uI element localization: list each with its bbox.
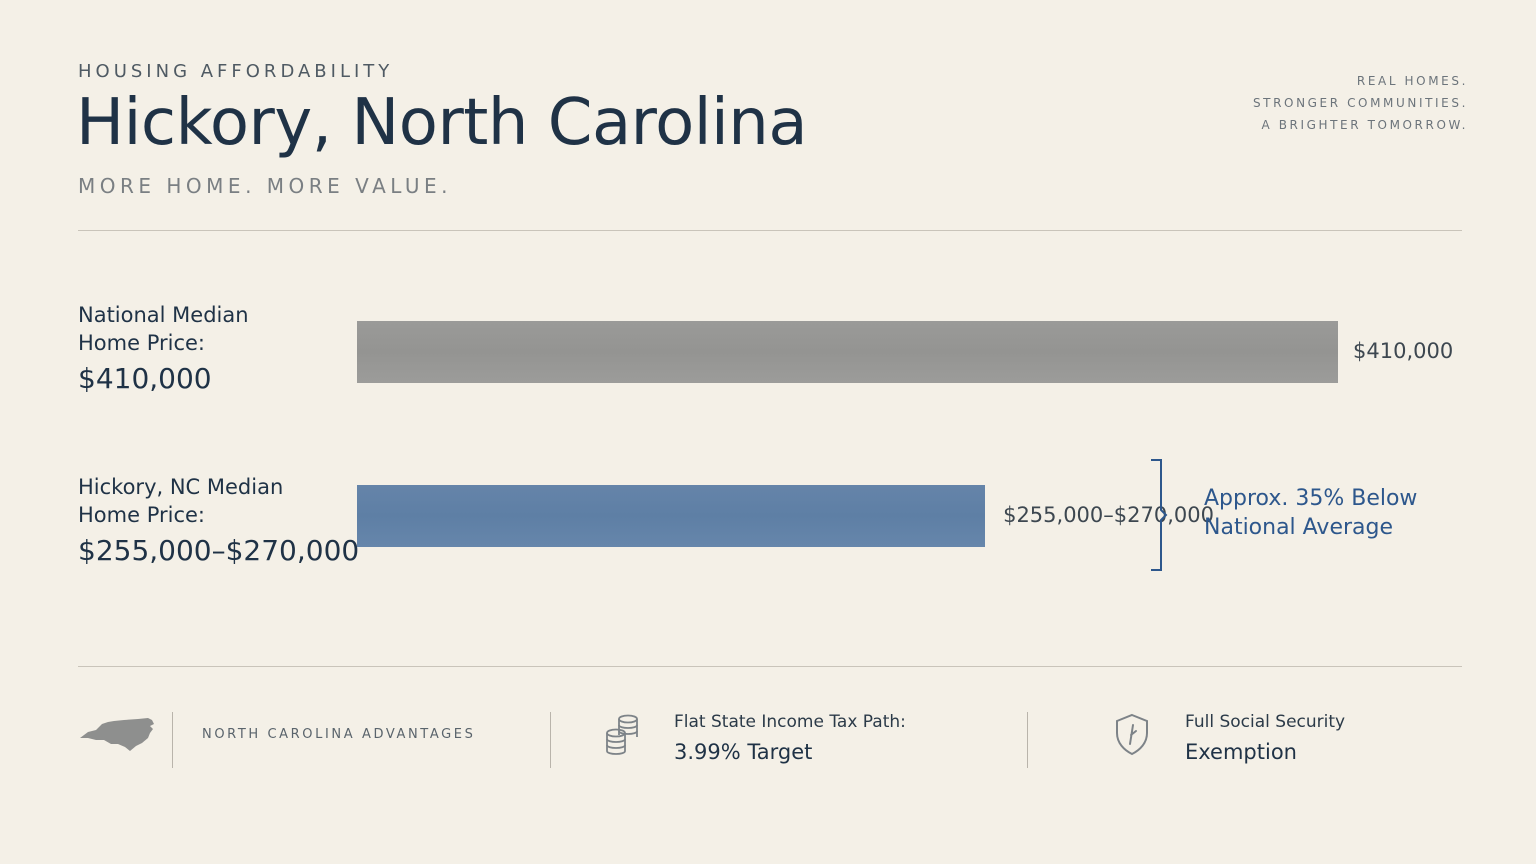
annotation-line: National Average xyxy=(1204,515,1394,540)
feature-value: 3.99% Target xyxy=(674,740,813,764)
coin-stack-icon xyxy=(606,714,638,755)
feature-line: Full Social Security xyxy=(1185,712,1346,732)
feature-value: Exemption xyxy=(1185,740,1297,764)
tagline-line: A BRIGHTER TOMORROW. xyxy=(1261,118,1468,132)
data-label-hickory: $255,000–$270,000 xyxy=(1003,503,1214,527)
footer-separator xyxy=(1027,712,1028,768)
bar-hickory xyxy=(357,485,986,547)
annotation-line: Approx. 35% Below xyxy=(1204,486,1418,511)
category-value-label: $410,000 xyxy=(78,362,212,395)
tagline: REAL HOMES. STRONGER COMMUNITIES. A BRIG… xyxy=(1253,70,1468,136)
feature-social-security: Full Social Security Exemption xyxy=(1185,707,1345,767)
footer-separator xyxy=(550,712,551,768)
bar-national xyxy=(357,321,1338,383)
advantages-label: NORTH CAROLINA ADVANTAGES xyxy=(202,727,476,742)
annotation: Approx. 35% Below National Average xyxy=(1204,484,1417,542)
eyebrow: HOUSING AFFORDABILITY xyxy=(78,61,394,82)
page-title: Hickory, North Carolina xyxy=(76,86,808,160)
data-label-national: $410,000 xyxy=(1353,339,1454,363)
bottom-divider xyxy=(78,666,1462,667)
category-label-line: Home Price: xyxy=(78,503,205,527)
north-carolina-map-icon xyxy=(80,718,154,751)
top-divider xyxy=(78,230,1462,231)
subtitle: MORE HOME. MORE VALUE. xyxy=(78,174,453,198)
category-label-hickory: Hickory, NC Median Home Price: $255,000–… xyxy=(78,473,359,565)
shield-icon xyxy=(1116,713,1148,756)
category-label-line: National Median xyxy=(78,303,249,327)
footer-separator xyxy=(172,712,173,768)
feature-tax: Flat State Income Tax Path: 3.99% Target xyxy=(674,707,906,767)
tagline-line: STRONGER COMMUNITIES. xyxy=(1252,96,1468,110)
feature-line: Flat State Income Tax Path: xyxy=(674,712,906,732)
bracket-icon xyxy=(1151,459,1168,571)
category-label-line: Home Price: xyxy=(78,331,205,355)
tagline-line: REAL HOMES. xyxy=(1356,74,1468,88)
category-label-national: National Median Home Price: $410,000 xyxy=(78,301,249,393)
category-value-label: $255,000–$270,000 xyxy=(78,534,360,567)
category-label-line: Hickory, NC Median xyxy=(78,475,284,499)
